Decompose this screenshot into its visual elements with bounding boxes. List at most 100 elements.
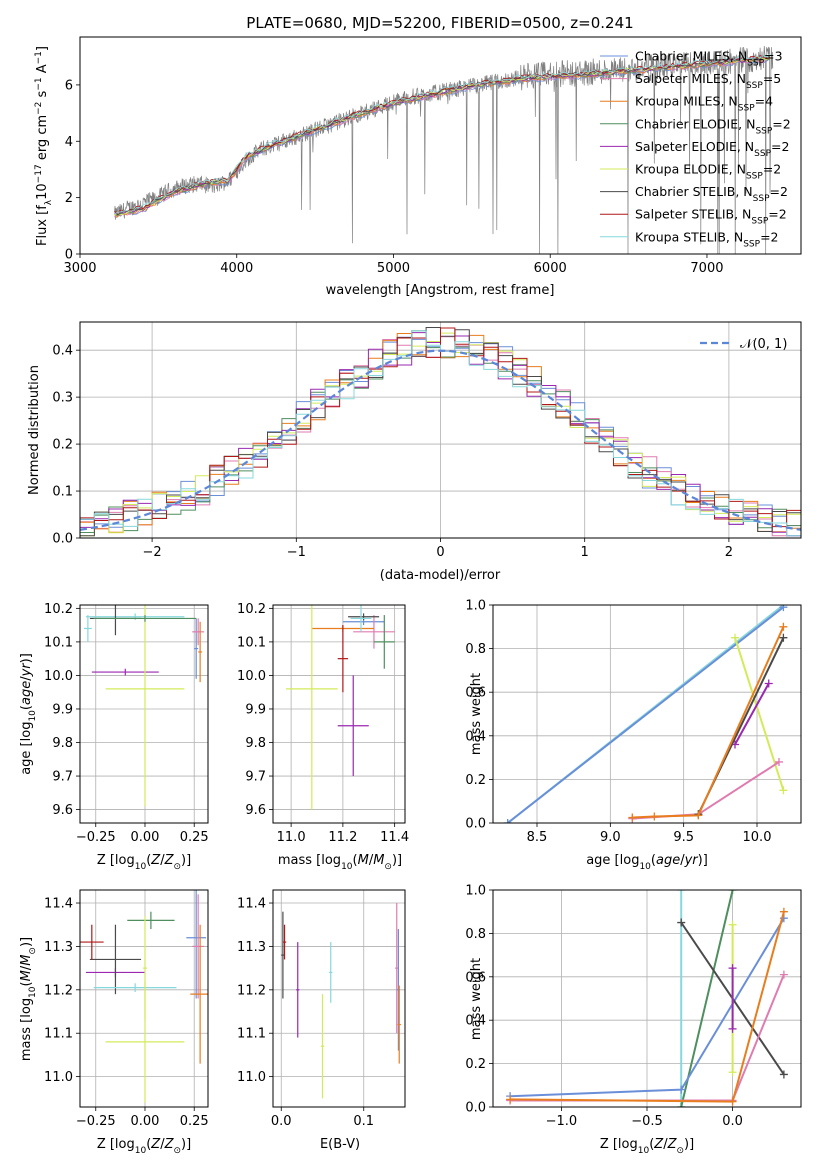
weight-marker — [503, 819, 512, 823]
weight-marker — [728, 1024, 737, 1033]
y-tick-label: 0.1 — [52, 485, 73, 500]
weight-marker — [779, 633, 788, 642]
x-tick-label: 0.0 — [722, 1114, 743, 1129]
axes-frame — [79, 604, 209, 824]
x-axis-label: E(B-V) — [320, 1137, 360, 1152]
axes-frame — [79, 36, 802, 255]
y-tick-label: 0 — [65, 248, 73, 263]
y-tick-label: 9.9 — [52, 702, 73, 717]
y-tick-label: 9.6 — [245, 803, 266, 818]
y-axis-label: Normed distribution — [27, 365, 42, 495]
x-tick-label: 0.1 — [353, 1114, 374, 1129]
axes-frame — [272, 889, 406, 1108]
histogram-8 — [80, 330, 801, 537]
weight-marker — [728, 1097, 737, 1106]
y-tick-label: 0.8 — [465, 642, 486, 657]
axes-frame — [492, 889, 802, 1108]
chart-3: −0.25 0.00 0.25 9.6 9.7 9.8 9.9 10.0 10.1 10.2 Z [… — [19, 602, 209, 872]
weight-marker — [728, 964, 737, 973]
x-tick-label: 8.5 — [527, 830, 548, 845]
chart-8: −1.0 −0.5 0.0 0.0 0.2 0.4 0.6 0.8 1.0 mass weight… — [465, 884, 802, 1156]
legend-entry-2: Kroupa MILES, NSSP=4 — [635, 94, 773, 114]
weight-marker — [650, 812, 659, 821]
weight-marker — [779, 970, 788, 979]
x-axis-label: (data-model)/error — [380, 568, 501, 583]
x-tick-label: 9.5 — [673, 830, 694, 845]
weight-marker — [779, 786, 788, 795]
x-axis-label: wavelength [Angstrom, rest frame] — [326, 283, 555, 298]
legend-entry-7: Salpeter STELIB, NSSP=2 — [635, 207, 787, 227]
weight-line-1 — [507, 606, 785, 823]
weight-marker — [506, 1095, 515, 1104]
y-tick-label: 9.7 — [52, 770, 73, 785]
y-tick-label: 10.0 — [237, 669, 266, 684]
model-spectrum-4 — [114, 56, 770, 215]
x-tick-label: 7000 — [690, 261, 723, 276]
weight-marker — [779, 622, 788, 631]
weight-marker — [764, 679, 773, 688]
y-tick-label: 11.0 — [237, 1070, 266, 1085]
y-tick-label: 0.0 — [465, 817, 486, 832]
y-tick-label: 11.0 — [44, 1070, 73, 1085]
y-tick-label: 0.8 — [465, 927, 486, 942]
y-tick-label: 10.0 — [44, 669, 73, 684]
weight-line-1 — [680, 890, 734, 1107]
weight-marker — [779, 907, 788, 916]
y-axis-label: mass weight — [469, 673, 484, 755]
chart-6: −0.25 0.00 0.25 11.0 11.1 11.2 11.3 11.4 mass [l… — [19, 889, 209, 1156]
x-tick-label: −0.5 — [631, 1114, 663, 1129]
legend-entry-6: Chabrier STELIB, NSSP=2 — [635, 184, 788, 204]
y-tick-label: 0.3 — [52, 391, 73, 406]
y-tick-label: 6 — [65, 78, 73, 93]
y-tick-label: 0.2 — [52, 438, 73, 453]
y-tick-label: 11.3 — [44, 940, 73, 955]
weight-line-2 — [734, 637, 785, 791]
x-tick-label: 11.2 — [328, 830, 357, 845]
y-tick-label: 11.3 — [237, 940, 266, 955]
x-tick-label: 9.0 — [600, 830, 621, 845]
y-tick-label: 0.6 — [465, 970, 486, 985]
x-tick-label: 11.0 — [277, 830, 306, 845]
x-tick-label: 2 — [725, 545, 733, 560]
x-tick-label: 0.0 — [271, 1114, 292, 1129]
legend-entry-normal: 𝒩(0, 1) — [740, 337, 787, 352]
x-tick-label: 6000 — [534, 261, 567, 276]
x-tick-label: 0.00 — [131, 830, 160, 845]
x-tick-label: −0.25 — [76, 1114, 116, 1129]
x-tick-label: 4000 — [220, 261, 253, 276]
y-tick-label: 11.2 — [44, 983, 73, 998]
weight-marker — [694, 811, 703, 820]
y-tick-label: 9.9 — [245, 702, 266, 717]
x-tick-label: 3000 — [63, 261, 96, 276]
y-tick-label: 0.0 — [465, 1101, 486, 1116]
chart-4: 11.0 11.2 11.4 9.6 9.7 9.8 9.9 10.0 10.1 10.2 mass… — [237, 602, 409, 872]
legend-entry-8: Kroupa STELIB, NSSP=2 — [635, 229, 779, 249]
legend-entry-3: Chabrier ELODIE, NSSP=2 — [635, 116, 791, 136]
plot-area — [80, 890, 208, 1103]
y-tick-label: 0.0 — [52, 532, 73, 547]
y-tick-label: 9.8 — [52, 736, 73, 751]
x-tick-label: 11.4 — [380, 830, 409, 845]
plot-area — [114, 45, 774, 254]
y-tick-label: 0.4 — [465, 1014, 486, 1029]
weight-marker — [677, 1085, 686, 1094]
legend-entry-4: Salpeter ELODIE, NSSP=2 — [635, 139, 789, 159]
weight-marker — [677, 918, 686, 927]
x-axis-label: Z [log10(Z/Z⊙)] — [600, 1137, 694, 1156]
legend-entry-1: Salpeter MILES, NSSP=5 — [635, 71, 781, 91]
y-axis-label: Flux [fλ10−17 erg cm−2 s−1 A−1] — [34, 46, 54, 246]
y-axis-label: age [log10(age/yr)] — [19, 653, 38, 775]
y-tick-label: 10.1 — [44, 635, 73, 650]
chart-1: 3000 4000 5000 6000 7000 0 2 4 6 PLATE=0680, MJD=… — [34, 14, 802, 298]
x-tick-label: 0.25 — [180, 830, 209, 845]
y-axis-label: mass weight — [469, 958, 484, 1040]
weight-marker — [731, 633, 739, 642]
weight-line-3 — [734, 683, 770, 745]
weight-marker — [628, 813, 637, 822]
y-tick-label: 0.4 — [465, 729, 486, 744]
weight-marker — [677, 1103, 686, 1107]
x-tick-label: 10.0 — [743, 830, 772, 845]
weight-marker — [728, 920, 737, 929]
x-tick-label: −1 — [287, 545, 306, 560]
